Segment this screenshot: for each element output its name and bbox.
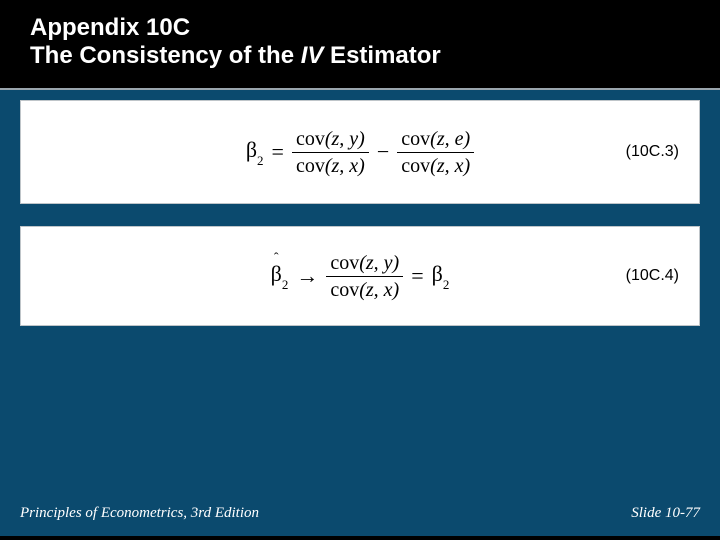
- eq2-frac1-den: cov(z, x): [326, 277, 403, 301]
- eq2-rhs-sub: 2: [443, 277, 450, 292]
- eq2-op1: →: [296, 263, 318, 289]
- footer-left: Principles of Econometrics, 3rd Edition: [20, 505, 259, 522]
- equation-box-2: ˆβ2 → cov(z, y) cov(z, x) = β2 (10C.4): [20, 226, 700, 326]
- eq1-f2d-args: (z, x): [430, 155, 470, 177]
- eq2-f1d-args: (z, x): [359, 279, 399, 301]
- slide: Appendix 10C The Consistency of the IV E…: [0, 0, 720, 540]
- eq1-f2d-fn: cov: [401, 155, 430, 177]
- header-line2-suffix: Estimator: [323, 42, 440, 69]
- eq1-frac2-num: cov(z, e): [397, 128, 474, 153]
- eq1-frac2: cov(z, e) cov(z, x): [397, 128, 474, 177]
- eq1-frac2-den: cov(z, x): [397, 153, 474, 177]
- header-title-line2: The Consistency of the IV Estimator: [30, 42, 700, 70]
- equation-1: β2 = cov(z, y) cov(z, x) − cov(z, e) cov…: [246, 128, 474, 177]
- equation-2: ˆβ2 → cov(z, y) cov(z, x) = β2: [271, 252, 450, 301]
- equation-box-1: β2 = cov(z, y) cov(z, x) − cov(z, e) cov…: [20, 100, 700, 204]
- slide-footer: Principles of Econometrics, 3rd Edition …: [20, 505, 700, 522]
- eq1-frac1: cov(z, y) cov(z, x): [292, 128, 369, 177]
- eq1-op2: −: [377, 139, 389, 165]
- eq2-f1d-fn: cov: [330, 279, 359, 301]
- eq1-lhs: β2: [246, 137, 264, 166]
- eq2-lhs-sub: 2: [282, 277, 289, 292]
- eq1-f2n-args: (z, e): [430, 128, 470, 150]
- footer-right: Slide 10-77: [631, 505, 700, 522]
- header-title-line1: Appendix 10C: [30, 14, 700, 42]
- eq2-lhs-hatwrap: ˆβ: [271, 261, 282, 287]
- eq1-f1d-fn: cov: [296, 155, 325, 177]
- equation-label-1: (10C.3): [626, 143, 679, 161]
- header-line2-prefix: The Consistency of the: [30, 42, 301, 69]
- eq1-f1n-args: (z, y): [325, 128, 365, 150]
- slide-header: Appendix 10C The Consistency of the IV E…: [0, 0, 720, 90]
- eq1-lhs-sym: β: [246, 137, 257, 162]
- hat-symbol: ˆ: [274, 251, 279, 267]
- eq2-frac1: cov(z, y) cov(z, x): [326, 252, 403, 301]
- header-line2-italic: IV: [301, 42, 324, 69]
- eq1-f1d-args: (z, x): [325, 155, 365, 177]
- eq2-lhs: ˆβ2: [271, 261, 289, 290]
- equation-label-2: (10C.4): [626, 267, 679, 285]
- eq1-op1: =: [272, 139, 284, 165]
- eq1-lhs-sub: 2: [257, 153, 264, 168]
- eq2-f1n-args: (z, y): [359, 252, 399, 274]
- eq1-f1n-fn: cov: [296, 128, 325, 150]
- eq1-frac1-den: cov(z, x): [292, 153, 369, 177]
- eq2-frac1-num: cov(z, y): [326, 252, 403, 277]
- eq2-rhs-sym: β: [432, 261, 443, 286]
- eq2-op2: =: [411, 263, 423, 289]
- eq1-f2n-fn: cov: [401, 128, 430, 150]
- eq2-rhs: β2: [432, 261, 450, 290]
- slide-content: β2 = cov(z, y) cov(z, x) − cov(z, e) cov…: [0, 90, 720, 536]
- eq2-f1n-fn: cov: [330, 252, 359, 274]
- eq1-frac1-num: cov(z, y): [292, 128, 369, 153]
